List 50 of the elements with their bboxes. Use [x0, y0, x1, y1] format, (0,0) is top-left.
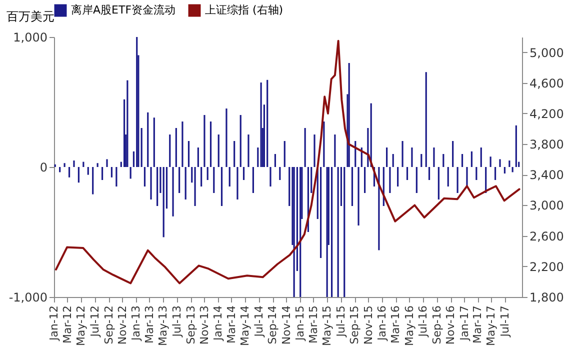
x-tick-label: Nov-16 [444, 306, 458, 345]
y2-tick-label: 4,200 [530, 106, 564, 121]
x-tick-label: Sep-14 [266, 306, 280, 344]
x-tick-label: Jan-13 [130, 306, 143, 342]
x-tick-label: Nov-13 [198, 306, 211, 345]
y-tick-label: 0 [40, 160, 48, 174]
y2-tick-label: 3,400 [530, 168, 564, 182]
x-tick-label: Jul-14 [252, 306, 266, 338]
y-tick-label: 1,000 [13, 30, 48, 44]
x-tick-label: Sep-12 [102, 306, 116, 344]
x-tick-label: Sep-15 [348, 306, 362, 344]
x-tick-label: Jan-12 [48, 306, 60, 342]
x-tick-label: Jul-12 [88, 306, 102, 338]
x-tick-label: Jan-17 [458, 306, 471, 342]
x-tick-label: Mar-14 [224, 306, 238, 344]
x-tick-label: Mar-13 [142, 306, 156, 344]
x-tick-label: Jul-13 [170, 306, 184, 338]
x-tick-label: Jul-17 [498, 306, 512, 338]
y2-tick-label: 4,600 [530, 76, 564, 90]
y2-tick-label: 5,000 [530, 46, 564, 60]
y2-tick-label: 1,800 [530, 290, 564, 304]
x-tick-label: Mar-16 [389, 306, 402, 344]
x-tick-label: Sep-13 [184, 306, 198, 344]
y2-tick-label: 2,200 [530, 260, 564, 274]
y-axis-title: 百万美元 [6, 10, 54, 24]
x-tick-label: Sep-16 [430, 306, 444, 344]
x-tick-label: Jan-14 [212, 306, 225, 342]
x-tick-label: May-15 [320, 306, 334, 346]
x-tick-label: Mar-15 [306, 306, 320, 344]
legend-label: 上证综指 (右轴) [205, 4, 284, 17]
y2-tick-label: 3,000 [530, 198, 564, 213]
line-series [55, 40, 520, 284]
x-tick-label: Jan-15 [294, 306, 307, 342]
x-tick-label: Nov-14 [280, 306, 293, 345]
x-tick-label: Jan-16 [376, 306, 389, 342]
x-tick-label: May-16 [402, 306, 416, 346]
legend-label: 离岸A股ETF资金流动 [71, 4, 176, 17]
y2-tick-label: 2,600 [530, 229, 564, 244]
x-tick-label: May-12 [74, 306, 88, 346]
x-tick-label: May-17 [484, 306, 498, 346]
x-tick-label: Mar-12 [60, 306, 74, 344]
x-tick-label: May-13 [156, 306, 170, 346]
x-tick-label: May-14 [238, 306, 252, 346]
x-tick-label: Jul-16 [416, 306, 430, 338]
y2-tick-label: 3,800 [530, 138, 564, 152]
y-tick-label: -1,000 [8, 290, 48, 304]
x-tick-label: Mar-17 [471, 306, 484, 344]
x-tick-label: Jul-15 [334, 306, 348, 338]
x-tick-label: Nov-12 [116, 306, 129, 345]
x-tick-label: Nov-15 [362, 306, 375, 345]
